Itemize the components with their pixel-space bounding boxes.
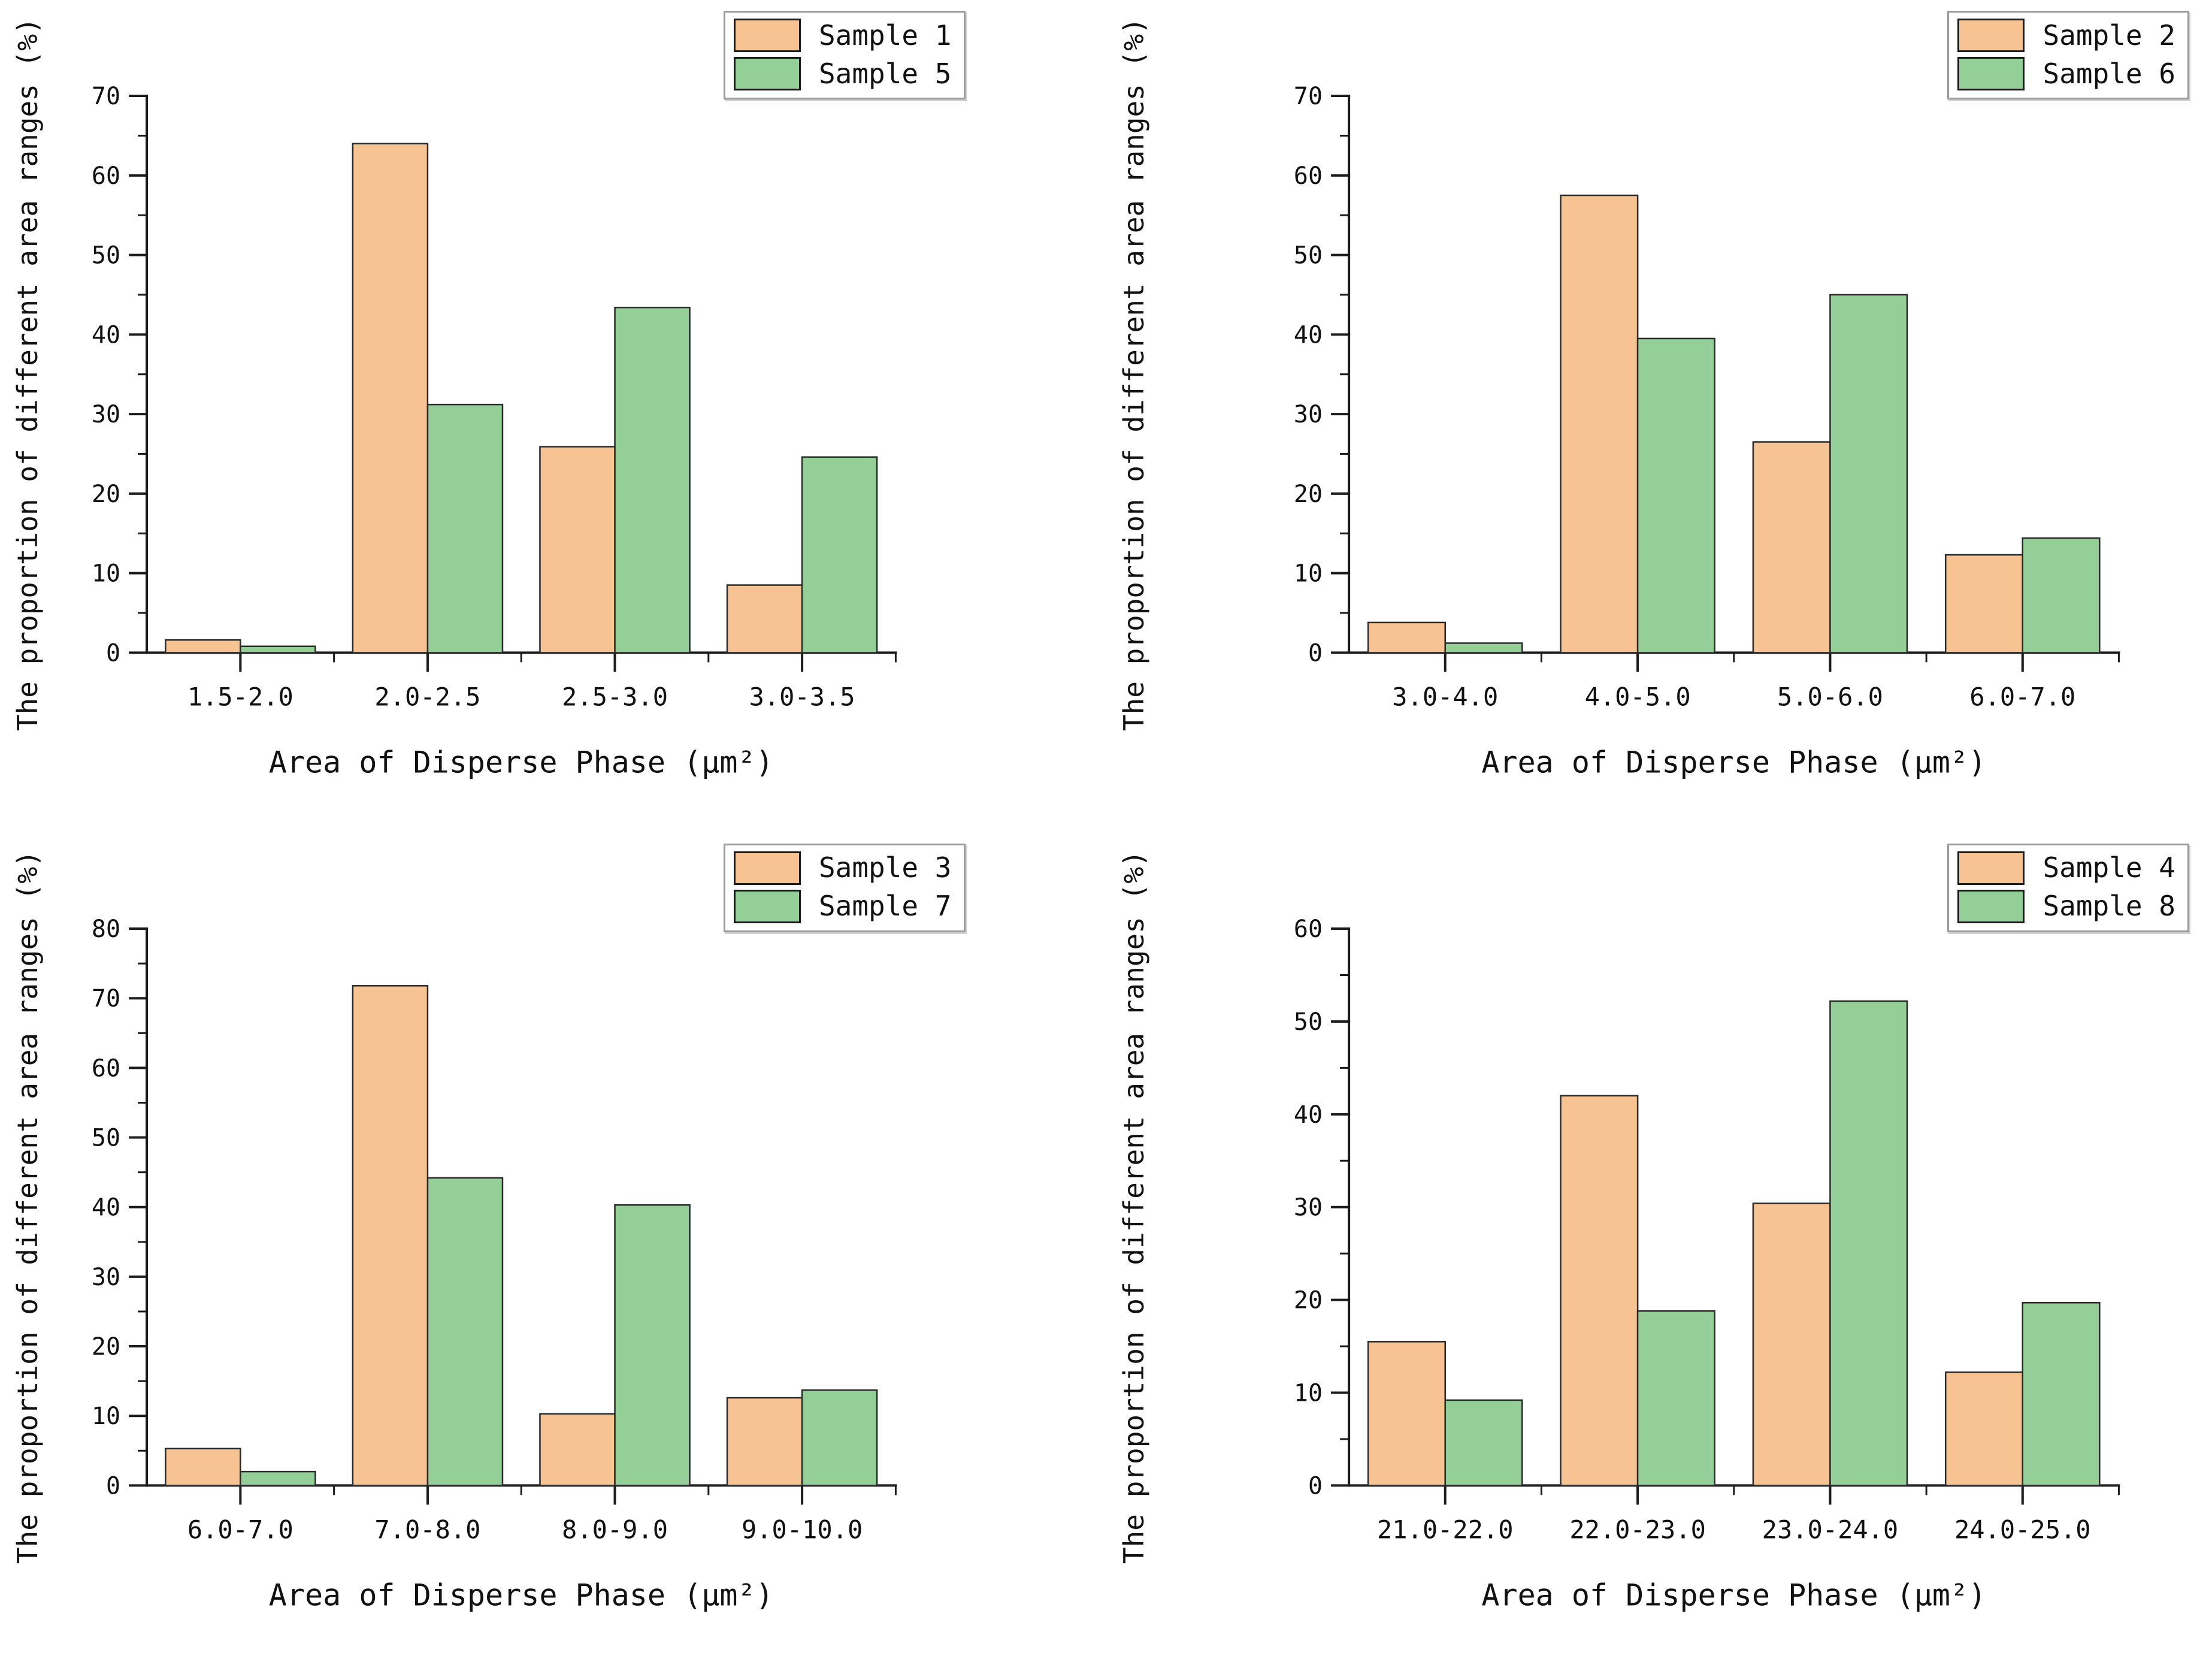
legend-row: Sample 7 bbox=[733, 889, 952, 923]
legend-swatch-sample-4 bbox=[1957, 851, 2025, 885]
svg-text:0: 0 bbox=[1308, 639, 1323, 667]
svg-text:Area of Disperse Phase (μm²): Area of Disperse Phase (μm²) bbox=[269, 1578, 774, 1612]
svg-text:2.0-2.5: 2.0-2.5 bbox=[374, 682, 480, 711]
svg-text:50: 50 bbox=[1293, 242, 1322, 270]
svg-text:3.0-4.0: 3.0-4.0 bbox=[1392, 682, 1498, 711]
svg-text:The proportion of different ar: The proportion of different area ranges … bbox=[11, 850, 44, 1564]
legend-row: Sample 8 bbox=[1957, 889, 2175, 923]
legend-label-sample-1: Sample 1 bbox=[818, 19, 952, 52]
svg-text:The proportion of different ar: The proportion of different area ranges … bbox=[11, 17, 44, 731]
legend-samples-2-6: Sample 2 Sample 6 bbox=[1947, 11, 2189, 99]
svg-text:40: 40 bbox=[92, 1193, 120, 1221]
svg-text:Area of Disperse Phase (μm²): Area of Disperse Phase (μm²) bbox=[1481, 745, 1986, 779]
svg-text:9.0-10.0: 9.0-10.0 bbox=[742, 1515, 863, 1544]
legend-samples-1-5: Sample 1 Sample 5 bbox=[723, 11, 966, 99]
svg-text:80: 80 bbox=[92, 915, 120, 943]
bar-chart-samples-4-8: 0 10 20 30 40 50 60 21.0-22.0 22.0-23.0 23.0-24.0… bbox=[1118, 850, 2120, 1612]
svg-text:2.5-3.0: 2.5-3.0 bbox=[562, 682, 668, 711]
svg-text:30: 30 bbox=[1293, 1193, 1322, 1221]
svg-text:40: 40 bbox=[92, 321, 120, 349]
svg-text:20: 20 bbox=[92, 481, 120, 508]
svg-text:20: 20 bbox=[1293, 1286, 1322, 1314]
legend-row: Sample 2 bbox=[1957, 19, 2175, 52]
svg-text:22.0-23.0: 22.0-23.0 bbox=[1569, 1515, 1706, 1544]
svg-text:20: 20 bbox=[1293, 481, 1322, 508]
svg-text:60: 60 bbox=[1293, 915, 1322, 943]
svg-text:1.5-2.0: 1.5-2.0 bbox=[187, 682, 293, 711]
legend-swatch-sample-1 bbox=[733, 19, 801, 52]
svg-text:Area of Disperse Phase (μm²): Area of Disperse Phase (μm²) bbox=[1481, 1578, 1986, 1612]
svg-text:24.0-25.0: 24.0-25.0 bbox=[1954, 1515, 2091, 1544]
svg-text:10: 10 bbox=[1293, 560, 1322, 588]
svg-text:6.0-7.0: 6.0-7.0 bbox=[187, 1515, 293, 1544]
legend-swatch-sample-6 bbox=[1957, 57, 2025, 90]
svg-text:60: 60 bbox=[1293, 162, 1322, 190]
legend-row: Sample 6 bbox=[1957, 57, 2175, 90]
legend-swatch-sample-3 bbox=[733, 851, 801, 885]
svg-text:60: 60 bbox=[92, 162, 120, 190]
svg-text:70: 70 bbox=[92, 83, 120, 110]
svg-text:10: 10 bbox=[92, 560, 120, 588]
legend-label-sample-3: Sample 3 bbox=[818, 851, 952, 884]
bar-chart-samples-3-7: 0 10 20 30 40 50 60 70 80 6.0-7.0 7.0-8.0 8.0-9.0 9.… bbox=[11, 850, 897, 1612]
legend-label-sample-8: Sample 8 bbox=[2042, 890, 2175, 923]
panel-top-right: 0 10 20 30 40 50 60 70 3.0-4.0 4.0-5.0 5.0-6.0 6.0-… bbox=[1106, 0, 2212, 833]
svg-text:10: 10 bbox=[92, 1403, 120, 1430]
legend-row: Sample 4 bbox=[1957, 851, 2175, 885]
legend-label-sample-5: Sample 5 bbox=[818, 57, 952, 90]
svg-text:The proportion of different ar: The proportion of different area ranges … bbox=[1118, 850, 1150, 1564]
panel-bottom-right: 0 10 20 30 40 50 60 21.0-22.0 22.0-23.0 23.0-24.0… bbox=[1106, 833, 2212, 1665]
bar-chart-samples-1-5: 0 10 20 30 40 50 60 70 1.5-2.0 2.0-2.5 2.5-3.0 3.0-… bbox=[11, 17, 897, 779]
svg-text:23.0-24.0: 23.0-24.0 bbox=[1762, 1515, 1898, 1544]
svg-text:30: 30 bbox=[92, 1263, 120, 1291]
svg-text:5.0-6.0: 5.0-6.0 bbox=[1777, 682, 1883, 711]
svg-text:30: 30 bbox=[92, 401, 120, 428]
svg-text:3.0-3.5: 3.0-3.5 bbox=[749, 682, 855, 711]
svg-text:21.0-22.0: 21.0-22.0 bbox=[1376, 1515, 1513, 1544]
legend-label-sample-4: Sample 4 bbox=[2042, 851, 2175, 884]
legend-swatch-sample-7 bbox=[733, 889, 801, 923]
svg-text:Area of Disperse Phase (μm²): Area of Disperse Phase (μm²) bbox=[269, 745, 774, 779]
legend-row: Sample 5 bbox=[733, 57, 952, 90]
svg-text:70: 70 bbox=[1293, 83, 1322, 110]
legend-label-sample-7: Sample 7 bbox=[818, 890, 952, 923]
svg-text:50: 50 bbox=[1293, 1008, 1322, 1035]
legend-swatch-sample-2 bbox=[1957, 19, 2025, 52]
svg-text:50: 50 bbox=[92, 1124, 120, 1152]
svg-text:40: 40 bbox=[1293, 321, 1322, 349]
legend-samples-4-8: Sample 4 Sample 8 bbox=[1947, 843, 2189, 932]
legend-swatch-sample-8 bbox=[1957, 889, 2025, 923]
bar-chart-samples-2-6: 0 10 20 30 40 50 60 70 3.0-4.0 4.0-5.0 5.0-6.0 6.0-… bbox=[1118, 17, 2120, 779]
svg-text:50: 50 bbox=[92, 242, 120, 270]
svg-text:7.0-8.0: 7.0-8.0 bbox=[374, 1515, 480, 1544]
svg-text:0: 0 bbox=[106, 1472, 120, 1500]
svg-text:20: 20 bbox=[92, 1333, 120, 1361]
legend-row: Sample 1 bbox=[733, 19, 952, 52]
svg-text:4.0-5.0: 4.0-5.0 bbox=[1584, 682, 1690, 711]
svg-text:70: 70 bbox=[92, 985, 120, 1013]
panel-bottom-left: 0 10 20 30 40 50 60 70 80 6.0-7.0 7.0-8.0 8.0-9.0 9.… bbox=[0, 833, 1106, 1665]
svg-text:The proportion of different ar: The proportion of different area ranges … bbox=[1118, 17, 1150, 731]
legend-swatch-sample-5 bbox=[733, 57, 801, 90]
svg-text:0: 0 bbox=[106, 639, 120, 667]
svg-text:0: 0 bbox=[1308, 1472, 1323, 1500]
svg-text:10: 10 bbox=[1293, 1379, 1322, 1407]
svg-text:40: 40 bbox=[1293, 1101, 1322, 1128]
panel-top-left: 0 10 20 30 40 50 60 70 1.5-2.0 2.0-2.5 2.5-3.0 3.0-… bbox=[0, 0, 1106, 833]
legend-label-sample-6: Sample 6 bbox=[2042, 57, 2175, 90]
svg-text:8.0-9.0: 8.0-9.0 bbox=[562, 1515, 668, 1544]
svg-text:60: 60 bbox=[92, 1054, 120, 1082]
legend-samples-3-7: Sample 3 Sample 7 bbox=[723, 843, 966, 932]
svg-text:30: 30 bbox=[1293, 401, 1322, 428]
legend-row: Sample 3 bbox=[733, 851, 952, 885]
legend-label-sample-2: Sample 2 bbox=[2042, 19, 2175, 52]
svg-text:6.0-7.0: 6.0-7.0 bbox=[1969, 682, 2075, 711]
